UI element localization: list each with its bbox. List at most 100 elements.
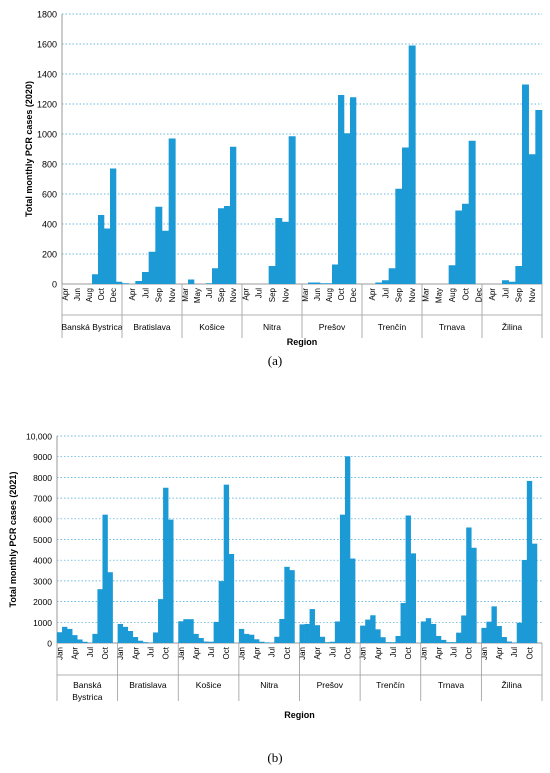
chart1-bar xyxy=(522,84,529,284)
chart1-bar xyxy=(230,146,237,284)
chart2-group-label: Prešov xyxy=(317,680,344,690)
chart1-x-tick-label: Nov xyxy=(281,288,290,302)
chart2-bar xyxy=(289,570,295,643)
chart1-x-tick-label: Mar xyxy=(181,288,190,302)
chart1-bar xyxy=(135,281,143,284)
chart2-bar xyxy=(158,599,164,643)
chart1-bar xyxy=(462,203,469,284)
chart2-bar xyxy=(531,543,538,643)
chart2-bar xyxy=(425,618,432,643)
chart2-x-tick-label: Jul xyxy=(268,647,277,657)
chart2-y-tick-label: 2000 xyxy=(33,597,52,607)
chart1-x-tick-label: Mar xyxy=(301,288,310,302)
chart2-bar xyxy=(92,633,98,643)
chart2-bar xyxy=(72,635,78,643)
chart1-bar xyxy=(326,283,333,284)
chart1-bar xyxy=(275,218,283,284)
chart1-bar xyxy=(116,281,123,284)
chart2-bar xyxy=(526,480,533,643)
chart2-bar xyxy=(430,623,437,643)
chart2-bar xyxy=(314,625,321,643)
chart1-x-tick-label: Jul xyxy=(141,288,150,298)
chart1-bar xyxy=(468,140,476,284)
chart2-bar xyxy=(163,487,169,643)
chart2-bar xyxy=(198,638,204,643)
chart1-bar xyxy=(535,110,543,284)
chart1-bar xyxy=(206,283,213,284)
chart1-x-tick-label: Nov xyxy=(408,288,417,302)
chart1-bar xyxy=(268,266,276,284)
chart1-group-label: Trnava xyxy=(439,322,465,332)
chart2-bar xyxy=(309,609,315,643)
chart2-x-tick-label: Jan xyxy=(298,647,307,660)
chart2-bar xyxy=(279,618,285,643)
chart2-bar xyxy=(516,622,523,643)
chart1-group-label: Žilina xyxy=(502,322,523,332)
chart2-bar xyxy=(82,641,88,643)
chart2-bar xyxy=(57,632,63,643)
chart1-bar xyxy=(155,206,163,284)
chart2-bar xyxy=(168,519,174,643)
chart2-x-tick-label: Jul xyxy=(450,647,459,657)
chart1-bar xyxy=(395,188,403,284)
chart2-bar xyxy=(193,633,199,643)
chart2-bar xyxy=(208,641,214,643)
chart1-y-tick-label: 600 xyxy=(42,190,57,200)
chart2-bar xyxy=(243,633,250,643)
chart2-bar xyxy=(385,642,391,643)
chart2-x-tick-label: Jan xyxy=(177,647,186,660)
chart1-bar xyxy=(528,154,536,284)
chart1-x-tick-label: Dec xyxy=(109,288,118,302)
chart1-bar xyxy=(308,282,315,284)
chart2-bar xyxy=(274,636,280,643)
chart1-x-tick-label: Jun xyxy=(73,288,82,301)
chart1-x-tick-label: May xyxy=(193,288,202,303)
chart2-bar xyxy=(521,559,528,643)
chart2-x-tick-label: Jan xyxy=(359,647,368,660)
chart1-x-tick-label: Apr xyxy=(61,288,70,301)
chart2-x-axis-title: Region xyxy=(284,710,315,720)
chart2-x-tick-label: Apr xyxy=(71,647,80,660)
chart1-x-tick-label: Jul xyxy=(205,288,214,298)
chart1-x-tick-label: Apr xyxy=(241,288,250,301)
chart2-x-tick-label: Oct xyxy=(222,646,231,659)
chart2-x-tick-label: Jan xyxy=(480,647,489,660)
chart1-group-label: Bratislava xyxy=(133,322,171,332)
chart2-x-tick-label: Jan xyxy=(237,647,246,660)
chart2-x-tick-label: Oct xyxy=(101,646,110,659)
chart2-x-tick-label: Apr xyxy=(131,647,140,660)
chart2-bar xyxy=(183,619,189,643)
chart1-bar xyxy=(110,168,117,284)
chart2-x-tick-label: Apr xyxy=(495,647,504,660)
chart1-bar xyxy=(188,279,195,284)
chart2-x-tick-label: Jan xyxy=(419,647,428,660)
chart2-x-tick-label: Apr xyxy=(313,647,322,660)
chart2-bar xyxy=(456,632,462,643)
chart1-x-tick-label: Dec xyxy=(475,288,484,302)
chart2-bar xyxy=(218,581,225,643)
chart2-x-tick-label: Jul xyxy=(146,647,155,657)
chart2-bar xyxy=(501,636,507,643)
chart1-y-tick-label: 800 xyxy=(42,160,57,170)
chart2-group-label: Bystrica xyxy=(72,692,103,702)
chart1-x-tick-label: Nov xyxy=(229,288,238,302)
chart1-x-tick-label: Oct xyxy=(337,287,346,300)
chart2-bar xyxy=(339,514,346,643)
chart2-bar xyxy=(471,547,477,643)
chart1-x-tick-label: Mar xyxy=(421,288,430,302)
chart1-x-tick-label: Aug xyxy=(325,288,334,302)
chart1-y-tick-label: 1600 xyxy=(37,40,57,50)
chart1-x-tick-label: Apr xyxy=(488,288,497,301)
chart2-bar xyxy=(390,642,396,643)
chart1-x-tick-label: Apr xyxy=(368,288,377,301)
chart2-bar xyxy=(259,641,265,643)
chart2-x-tick-label: Jan xyxy=(116,647,125,660)
chart2-x-tick-label: Oct xyxy=(283,646,292,659)
chart2-bar xyxy=(446,642,452,643)
chart2-x-tick-label: Jul xyxy=(389,647,398,657)
chart1-x-tick-label: Jun xyxy=(313,288,322,301)
chart2-group-label: Trnava xyxy=(438,680,464,690)
chart2-bar xyxy=(137,640,144,643)
chart2-y-tick-label: 10,000 xyxy=(26,432,52,442)
